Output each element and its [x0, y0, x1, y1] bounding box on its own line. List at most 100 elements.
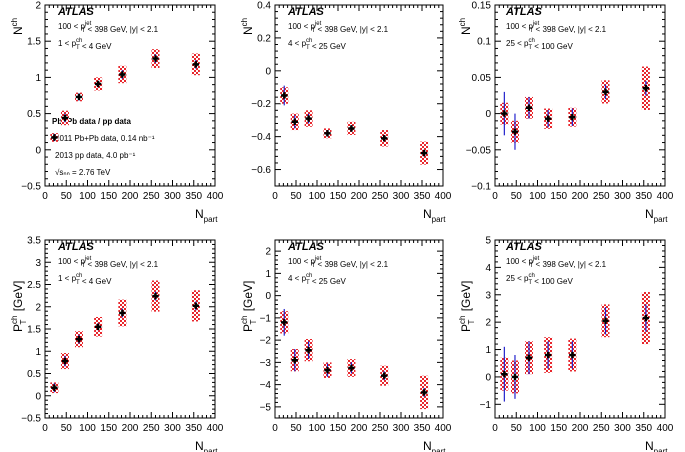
- y-axis-label: Nch: [10, 18, 25, 35]
- panel-annotation: 25 < pch T < 100 GeV: [506, 38, 573, 51]
- panel-annotation: 100 < pjet T < 398 GeV, |y| < 2.1: [288, 256, 389, 269]
- data-point: [525, 104, 533, 112]
- x-tick-label: 0: [272, 191, 278, 202]
- atlas-label: ATLAS: [505, 241, 543, 253]
- data-point: [525, 354, 533, 361]
- x-tick-label: 400: [435, 191, 452, 202]
- x-tick-label: 300: [614, 191, 631, 202]
- chart-panel-4: 0 50 100 150 200 250 300 350 400−0.500.511.522.5…: [10, 236, 224, 452]
- data-point: [119, 309, 126, 317]
- data-point: [501, 370, 508, 378]
- y-tick-label: 3.5: [27, 236, 41, 247]
- data-point: [75, 93, 83, 101]
- y-tick-label: −4: [260, 380, 272, 391]
- label-text: Npart: [645, 439, 668, 452]
- x-tick-label: 150: [550, 191, 567, 202]
- x-tick-label: 250: [593, 191, 610, 202]
- x-tick-label: 250: [143, 191, 160, 202]
- x-tick-label: 50: [290, 191, 302, 202]
- x-tick-label: 50: [61, 423, 73, 434]
- y-tick-label: 0.15: [472, 1, 492, 12]
- chart-panel-1: 0 50 100 150 200 250 300 350 400−0.500.511.52Npa…: [10, 1, 224, 225]
- y-tick-label: 0.2: [257, 33, 271, 44]
- data-point: [152, 292, 159, 300]
- legend-line-3: √sₙₙ = 2.76 TeV: [55, 168, 111, 177]
- label-text: Npart: [195, 439, 218, 452]
- y-tick-label: 5: [485, 236, 491, 247]
- data-point: [544, 351, 552, 359]
- panel-annotation: 4 < pch T < 25 GeV: [288, 273, 347, 286]
- atlas-label: ATLAS: [287, 241, 325, 253]
- x-tick-label: 150: [100, 191, 117, 202]
- x-tick-label: 100: [309, 423, 326, 434]
- x-tick-label: 350: [414, 191, 431, 202]
- x-tick-label: 150: [100, 423, 117, 434]
- x-tick-label: 200: [351, 191, 368, 202]
- panel-annotation: 100 < pjet T < 398 GeV, |y| < 2.1: [288, 21, 389, 34]
- x-tick-label: 400: [657, 423, 674, 434]
- chart-panel-3: 0 50 100 150 200 250 300 350 400 −0.1 −0.05 0 0.05 0.…: [458, 1, 674, 225]
- data-point: [51, 134, 58, 141]
- panel-annotation: 25 < pch T < 100 GeV: [506, 273, 573, 286]
- panel-annotation: 4 < pch T < 25 GeV: [288, 38, 347, 51]
- panel-annotation: 100 < pjet T < 398 GeV, |y| < 2.1: [58, 21, 159, 34]
- x-tick-label: 350: [185, 423, 202, 434]
- data-point: [61, 114, 69, 122]
- y-tick-label: 2.5: [27, 280, 41, 291]
- y-tick-label: −0.4: [251, 132, 271, 143]
- label-text: Npart: [195, 207, 218, 224]
- x-tick-label: 350: [414, 423, 431, 434]
- chart-panel-5: 0 50 100 150 200 250 300 350 400 −5 −4 −3 −2 −1 0 1 2 Npa…: [240, 239, 452, 452]
- atlas-label: ATLAS: [57, 6, 95, 18]
- y-tick-label: −1: [480, 400, 492, 411]
- y-tick-label: −0.2: [251, 99, 271, 110]
- data-point: [192, 61, 200, 68]
- atlas-label: ATLAS: [287, 6, 325, 18]
- x-tick-label: 100: [79, 191, 96, 202]
- data-point: [51, 384, 58, 391]
- y-tick-label: 3: [35, 258, 41, 269]
- data-point: [305, 115, 312, 122]
- y-tick-label: −5: [260, 402, 272, 413]
- x-tick-label: 100: [309, 191, 326, 202]
- data-point: [324, 130, 331, 137]
- data-point: [511, 128, 519, 135]
- y-tick-label: −0.5: [21, 182, 41, 193]
- x-tick-label: 200: [351, 423, 368, 434]
- x-tick-label: 150: [330, 191, 347, 202]
- y-tick-label: 0: [485, 109, 491, 120]
- data-point: [94, 323, 102, 330]
- panel-annotation: 1 < pch T < 4 GeV: [58, 38, 112, 51]
- x-tick-label: 150: [330, 423, 347, 434]
- x-tick-label: 350: [635, 191, 652, 202]
- y-tick-label: 4: [485, 263, 491, 274]
- data-point: [642, 314, 650, 322]
- data-point: [569, 114, 576, 121]
- y-tick-label: 0: [485, 372, 491, 383]
- legend-note: Pb+Pb data / pp data 2011 Pb+Pb data, 0.…: [52, 117, 155, 177]
- y-tick-label: −0.1: [471, 182, 491, 193]
- y-tick-label: 0.4: [257, 1, 271, 12]
- y-tick-label: 2: [265, 247, 271, 258]
- x-tick-label: 250: [143, 423, 160, 434]
- x-tick-label: 200: [572, 191, 589, 202]
- legend-title: Pb+Pb data / pp data: [52, 117, 131, 126]
- y-axis-label: PchT [GeV]: [10, 281, 28, 332]
- x-tick-label: 250: [372, 191, 389, 202]
- data-point: [61, 357, 69, 365]
- x-tick-label: 400: [435, 423, 452, 434]
- data-point: [305, 346, 312, 354]
- atlas-label: ATLAS: [505, 6, 543, 18]
- y-axis-label: PchT [GeV]: [458, 281, 476, 332]
- legend-line-1: 2011 Pb+Pb data, 0.14 nb⁻¹: [55, 134, 155, 143]
- y-axis-label-text: PchT [GeV]: [240, 281, 258, 332]
- label-text: Npart: [423, 439, 446, 452]
- x-tick-label: 200: [572, 423, 589, 434]
- x-tick-label: 150: [550, 423, 567, 434]
- x-tick-label: 0: [492, 191, 498, 202]
- x-tick-label: 250: [372, 423, 389, 434]
- x-tick-label: 100: [79, 423, 96, 434]
- atlas-label: ATLAS: [57, 241, 95, 253]
- data-point: [348, 364, 355, 372]
- data-point: [94, 80, 102, 88]
